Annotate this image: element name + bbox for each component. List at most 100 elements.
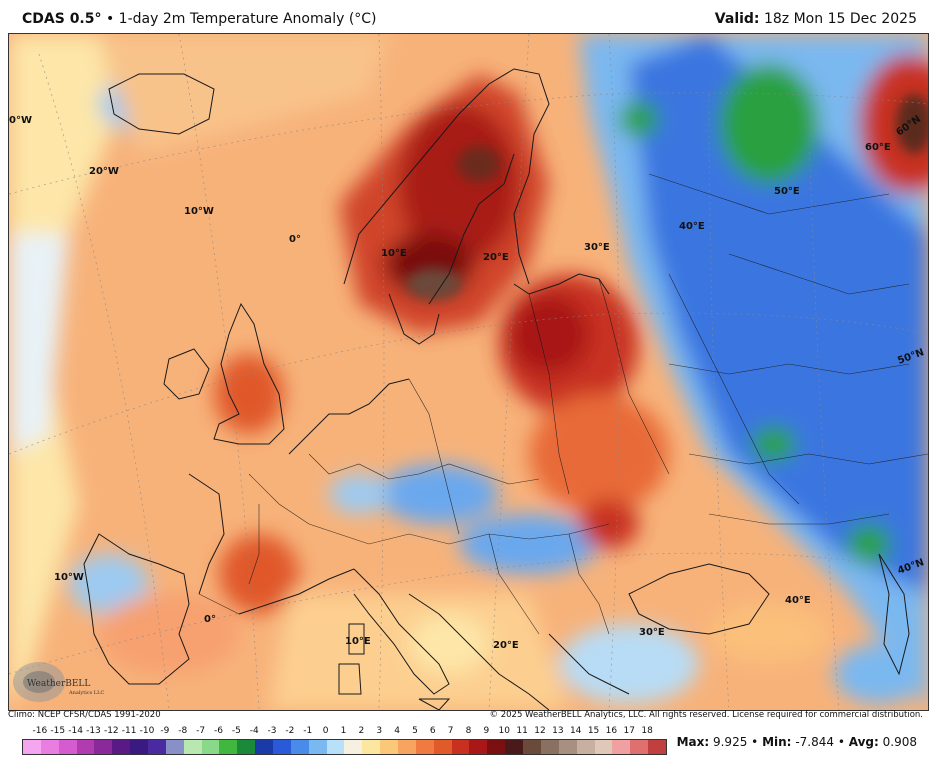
title-description: 1-day 2m Temperature Anomaly (°C): [118, 11, 377, 27]
colorbar-swatch: [148, 740, 166, 754]
colorbar-swatch: [523, 740, 541, 754]
lon-label: 10°W: [54, 572, 84, 583]
colorbar-label: 12: [534, 726, 546, 736]
colorbar-swatch: [362, 740, 381, 754]
colorbar-label: 10: [498, 726, 510, 736]
colorbar-swatch: [612, 740, 631, 754]
colorbar-swatch: [165, 740, 184, 754]
colorbar-swatch: [201, 740, 220, 754]
colorbar-label: 14: [569, 726, 582, 736]
colorbar-swatch: [40, 740, 59, 754]
anomaly-field: [9, 34, 928, 710]
copyright-note: © 2025 WeatherBELL Analytics, LLC. All r…: [489, 710, 923, 720]
colorbar-label: -3: [267, 726, 277, 736]
colorbar-swatch: [344, 740, 363, 754]
colorbar-label: 15: [587, 726, 600, 736]
colorbar-label: 18: [641, 726, 653, 736]
lon-label: 60°E: [865, 142, 891, 153]
title-separator: •: [105, 11, 115, 27]
lon-label: 0°: [289, 234, 301, 245]
stats: Max: 9.925 • Min: -7.844 • Avg: 0.908: [677, 735, 917, 749]
colorbar-label: 9: [483, 726, 490, 736]
colorbar-label: -13: [86, 726, 101, 736]
colorbar-swatch: [558, 740, 577, 754]
stats-sep: •: [751, 735, 759, 749]
colorbar-swatch: [130, 740, 149, 754]
colorbar-swatch: [308, 740, 327, 754]
colorbar-label: -1: [303, 726, 313, 736]
lon-label: 10°E: [345, 636, 371, 647]
colorbar-swatch: [219, 740, 238, 754]
valid-time: Valid: 18z Mon 15 Dec 2025: [715, 11, 917, 27]
colorbar-label: -16: [32, 726, 48, 736]
stats-sep: •: [837, 735, 845, 749]
coastlines: [83, 68, 910, 710]
min-value: -7.844: [795, 735, 834, 749]
lon-label: 0°W: [9, 115, 32, 126]
colorbar-label: -5: [231, 726, 241, 736]
colorbar-swatch: [451, 740, 470, 754]
logo-text: WeatherBELL: [27, 679, 90, 689]
colorbar-label: -8: [178, 726, 188, 736]
lon-label: 50°E: [774, 186, 800, 197]
max-label: Max:: [676, 735, 710, 749]
lon-label: 20°E: [483, 252, 509, 263]
colorbar-label: 6: [429, 726, 436, 736]
colorbar-swatch: [576, 740, 595, 754]
colorbar-swatch: [469, 740, 488, 754]
colorbar-label: -2: [285, 726, 295, 736]
map-svg: 0°W 20°W 10°W 0° 10°E 20°E 30°E 40°E 50°…: [9, 34, 928, 710]
colorbar-label: -12: [103, 726, 119, 736]
anomaly-peaks: [406, 94, 928, 300]
colorbar-label: 0: [322, 726, 329, 736]
colorbar-swatch: [433, 740, 452, 754]
colorbar-swatch: [505, 740, 524, 754]
lon-label: 20°E: [493, 640, 519, 651]
colorbar-swatch: [630, 740, 649, 754]
lon-label: 30°E: [639, 627, 665, 638]
lon-label: 30°E: [584, 242, 610, 253]
colorbar-label: -7: [196, 726, 206, 736]
colorbar: [22, 739, 667, 755]
colorbar-label: 11: [516, 726, 528, 736]
colorbar-label: 2: [358, 726, 365, 736]
colorbar-label: -15: [50, 726, 66, 736]
colorbar-swatch: [112, 740, 131, 754]
colorbar-label: -10: [139, 726, 155, 736]
colorbar-swatch: [237, 740, 256, 754]
colorbar-label: -9: [160, 726, 170, 736]
graticule: [9, 34, 928, 710]
climo-note: Climo: NCEP CFSR/CDAS 1991-2020: [8, 710, 161, 720]
max-value: 9.925: [712, 735, 748, 749]
min-label: Min:: [762, 735, 792, 749]
valid-label: Valid:: [714, 11, 760, 27]
colorbar-labels: -16 -15 -14 -13 -12 -11 -10 -9 -8 -7 -6 -5 -4 -3 -2 -1 0…: [22, 726, 665, 738]
borders: [198, 173, 928, 635]
colorbar-swatch: [326, 740, 345, 754]
lon-label: 40°E: [679, 221, 705, 232]
colorbar-label: 1: [340, 726, 347, 736]
avg-value: 0.908: [882, 735, 917, 749]
colorbar-label: -14: [68, 726, 83, 736]
colorbar-swatch: [415, 740, 434, 754]
chart-title: CDAS 0.5° • 1-day 2m Temperature Anomaly…: [22, 11, 377, 27]
anomaly-map: 0°W 20°W 10°W 0° 10°E 20°E 30°E 40°E 50°…: [8, 33, 929, 711]
colorbar-label: 7: [447, 726, 454, 736]
lon-label: 10°E: [381, 248, 407, 259]
colorbar-label: -4: [249, 726, 259, 736]
colorbar-label: -6: [213, 726, 223, 736]
colorbar-swatch: [58, 740, 77, 754]
colorbar-label: 5: [412, 726, 418, 736]
colorbar-swatch: [76, 740, 95, 754]
colorbar-swatch: [594, 740, 613, 754]
valid-time-value: 18z Mon 15 Dec 2025: [763, 11, 917, 27]
lon-label: 0°: [204, 614, 216, 625]
colorbar-label: 8: [465, 726, 472, 736]
colorbar-label: 16: [605, 726, 618, 736]
colorbar-swatch: [290, 740, 309, 754]
colorbar-swatch: [255, 740, 274, 754]
colorbar-swatch: [183, 740, 202, 754]
colorbar-swatch: [648, 740, 666, 754]
lon-label: 40°E: [785, 595, 811, 606]
colorbar-swatch: [487, 740, 506, 754]
